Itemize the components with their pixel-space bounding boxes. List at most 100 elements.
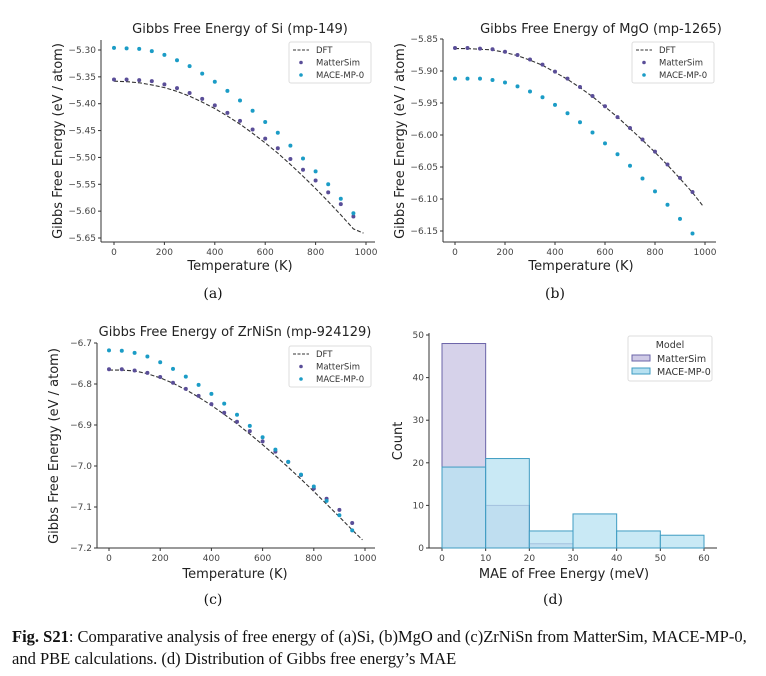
- point-mattersim: [590, 93, 595, 98]
- point-mattersim: [196, 393, 201, 398]
- y-tick-label: 10: [413, 501, 425, 511]
- y-tick-label: 40: [413, 374, 425, 384]
- point-mattersim: [171, 380, 175, 385]
- point-mace-mp-0: [628, 163, 632, 168]
- point-mace-mp-0: [149, 49, 154, 54]
- hist-bar-mace-mp-0: [528, 530, 574, 549]
- point-mattersim: [678, 175, 682, 180]
- point-mace-mp-0: [225, 88, 230, 93]
- chart-panel-1: Gibbs Free Energy of Si (mp-149) 0 200 400 6…: [51, 22, 378, 302]
- point-mattersim: [628, 125, 632, 130]
- y-tick-label: −6.15: [410, 227, 438, 237]
- y-tick-label: −5.35: [68, 73, 96, 83]
- x-tick-label: 400: [546, 248, 563, 258]
- legend-label: MACE-MP-0: [316, 71, 364, 81]
- hist-bar-mace-mp-0: [616, 530, 661, 549]
- point-mattersim: [653, 149, 657, 154]
- y-tick-label: −5.85: [410, 35, 438, 45]
- legend-box: [288, 345, 372, 388]
- point-mace-mp-0: [301, 156, 305, 161]
- point-mace-mp-0: [615, 152, 620, 157]
- point-mace-mp-0: [653, 189, 657, 194]
- point-mattersim: [465, 45, 470, 50]
- legend-label: DFT: [316, 350, 333, 360]
- point-mattersim: [350, 520, 355, 525]
- x-axis-label: Temperature (K): [527, 259, 633, 274]
- chart-panel-4: 0 10 20 30 40 50 60 0 10 20 30 40 50 MAE of Free Ener…: [391, 331, 717, 608]
- y-tick-label: −5.45: [68, 127, 96, 137]
- point-mace-mp-0: [175, 58, 179, 63]
- x-tick-label: 10: [480, 554, 492, 564]
- x-tick-label: 50: [655, 554, 667, 564]
- point-mattersim: [640, 137, 645, 142]
- point-mattersim: [301, 167, 305, 172]
- point-mace-mp-0: [187, 64, 192, 69]
- caption-label: Fig. S21: [12, 627, 69, 646]
- x-tick-label: 800: [305, 554, 322, 564]
- point-mattersim: [235, 419, 239, 424]
- point-mace-mp-0: [540, 95, 545, 100]
- point-mace-mp-0: [503, 80, 507, 85]
- point-mattersim: [149, 79, 154, 84]
- point-mace-mp-0: [640, 176, 645, 181]
- x-tick-label: 600: [254, 554, 271, 564]
- point-mace-mp-0: [196, 382, 201, 387]
- point-mace-mp-0: [326, 182, 331, 187]
- point-mattersim: [132, 368, 137, 373]
- x-tick-label: 1000: [355, 248, 378, 258]
- x-tick-label: 30: [567, 554, 579, 564]
- y-tick-label: −7.1: [70, 503, 92, 513]
- panel-label: (b): [545, 286, 565, 302]
- point-mattersim: [263, 136, 268, 141]
- y-tick-label: −6.05: [410, 163, 438, 173]
- point-mace-mp-0: [222, 401, 227, 406]
- hist-bar-mace-mp-0: [572, 513, 618, 549]
- x-tick-label: 200: [496, 248, 513, 258]
- y-tick-label: 30: [413, 416, 425, 426]
- x-tick-label: 200: [152, 554, 169, 564]
- legend-label: MatterSim: [657, 354, 706, 365]
- y-tick-label: −6.10: [410, 195, 438, 205]
- point-mace-mp-0: [162, 52, 167, 57]
- point-mattersim: [313, 178, 318, 183]
- y-tick-label: −5.30: [68, 46, 96, 56]
- legend-marker: [642, 73, 646, 77]
- legend-marker: [299, 377, 303, 381]
- point-mattersim: [337, 507, 342, 512]
- point-mattersim: [288, 157, 293, 162]
- point-mace-mp-0: [665, 202, 670, 207]
- point-mattersim: [528, 57, 532, 62]
- x-tick-label: 40: [611, 554, 623, 564]
- point-mace-mp-0: [238, 98, 242, 103]
- x-tick-label: 800: [646, 248, 663, 258]
- point-mace-mp-0: [603, 141, 607, 146]
- x-tick-label: 1000: [694, 248, 717, 258]
- point-mattersim: [503, 49, 507, 54]
- point-mace-mp-0: [132, 350, 137, 355]
- chart-title: Gibbs Free Energy of MgO (mp-1265): [480, 22, 722, 37]
- y-tick-label: −5.60: [68, 207, 96, 217]
- point-mace-mp-0: [453, 76, 457, 81]
- legend-label: MACE-MP-0: [657, 367, 711, 378]
- point-mattersim: [209, 402, 214, 407]
- point-mattersim: [247, 429, 252, 434]
- point-mattersim: [478, 46, 482, 51]
- legend-label: MatterSim: [316, 363, 360, 373]
- point-mace-mp-0: [112, 45, 116, 50]
- legend: DFT MatterSim MACE-MP-0: [631, 41, 715, 84]
- legend-swatch: [631, 367, 651, 375]
- point-mace-mp-0: [273, 447, 278, 452]
- point-mace-mp-0: [351, 211, 356, 216]
- point-mace-mp-0: [678, 216, 682, 221]
- point-mattersim: [326, 190, 331, 195]
- panel-label: (c): [204, 592, 223, 608]
- point-mace-mp-0: [288, 143, 293, 148]
- point-mace-mp-0: [311, 484, 316, 489]
- x-axis-label: Temperature (K): [186, 259, 292, 274]
- point-mattersim: [124, 77, 129, 82]
- y-tick-label: −6.9: [70, 421, 92, 431]
- legend-marker: [299, 73, 303, 77]
- legend-marker: [299, 60, 303, 65]
